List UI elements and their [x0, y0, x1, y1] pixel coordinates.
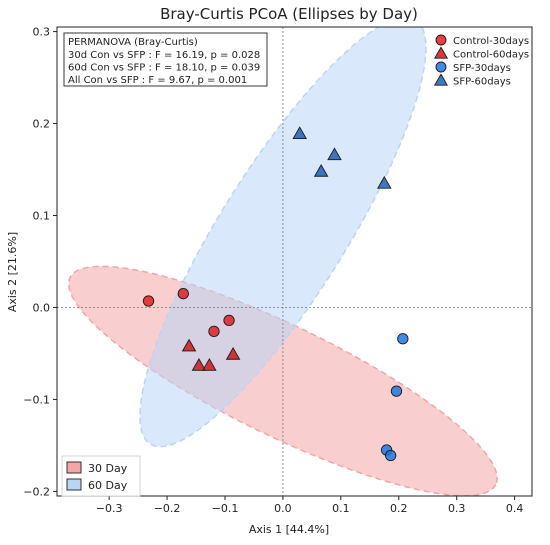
permanova-line: All Con vs SFP : F = 9.67, p = 0.001: [68, 75, 247, 86]
point-control-60days-1: [181, 338, 197, 352]
point-sfp-60days-4: [377, 175, 392, 189]
series-sfp-30days: [380, 333, 409, 462]
ellipse-legend-label: 60 Day: [88, 479, 128, 492]
permanova-box-frame: [63, 32, 268, 87]
ellipse-legend: 30 Day 60 Day: [61, 455, 141, 497]
x-tick-label: −0.1: [212, 502, 239, 515]
point-control-60days-2: [191, 358, 207, 371]
legend-label: SFP-60days: [453, 77, 511, 88]
y-tick-label: 0.0: [33, 301, 51, 314]
y-axis-label: Axis 2 [21.6%]: [6, 232, 19, 312]
legend-marker: [435, 34, 447, 46]
chart-title: Bray-Curtis PCoA (Ellipses by Day): [160, 5, 418, 23]
permanova-title: PERMANOVA (Bray-Curtis): [68, 37, 198, 48]
legend-label: Control-30days: [453, 36, 529, 47]
series-legend: Control-30days Control-60days SFP-30days SF…: [433, 34, 529, 88]
x-tick-label: 0.0: [274, 502, 292, 515]
point-control-30days-2: [177, 288, 189, 300]
legend-marker: [433, 73, 449, 86]
point-sfp-30days-1: [397, 333, 409, 345]
series-control-30days: [142, 288, 235, 338]
point-control-30days-3: [208, 325, 220, 338]
point-control-60days-3: [202, 358, 217, 371]
plot-frame: [56, 26, 533, 497]
ellipse-legend-swatch: [66, 478, 82, 491]
plot-area: −0.3 −0.2 −0.1 0.0 0.1 0.2 0.3 0.4 −0.2 −0.1 0.0 0.…: [23, 26, 533, 515]
point-sfp-60days-2: [313, 163, 329, 177]
point-control-30days-1: [142, 295, 155, 307]
x-tick-label: −0.2: [154, 502, 181, 515]
y-tick-label: 0.2: [33, 118, 51, 131]
y-tick-label: −0.1: [23, 393, 50, 406]
ellipse-legend-label: 30 Day: [88, 462, 128, 475]
x-axis-label: Axis 1 [44.4%]: [249, 523, 329, 536]
point-sfp-60days-3: [327, 147, 342, 161]
ellipse-legend-swatch: [66, 461, 82, 474]
series-control-60days: [181, 338, 241, 371]
y-tick-label: 0.1: [33, 210, 51, 223]
y-tick-label: 0.3: [33, 26, 51, 39]
plot-content: [57, 27, 532, 496]
point-control-30days-4: [223, 314, 235, 327]
x-tick-label: −0.3: [96, 502, 123, 515]
x-tick-label: 0.1: [332, 502, 350, 515]
point-sfp-30days-2: [390, 385, 403, 397]
point-control-60days-4: [225, 346, 241, 360]
permanova-box: PERMANOVA (Bray-Curtis) 30d Con vs SFP : …: [63, 32, 268, 87]
point-sfp-30days-4: [385, 449, 397, 462]
x-tick-label: 0.2: [390, 502, 408, 515]
x-tick-label: 0.3: [448, 502, 466, 515]
legend-label: SFP-30days: [453, 63, 511, 74]
legend-marker: [435, 61, 447, 73]
y-tick-label: −0.2: [23, 485, 50, 498]
permanova-line: 60d Con vs SFP : F = 18.10, p = 0.039: [68, 63, 260, 74]
point-sfp-60days-1: [292, 126, 307, 139]
series-sfp-60days: [292, 126, 392, 189]
permanova-line: 30d Con vs SFP : F = 16.19, p = 0.028: [68, 50, 260, 61]
legend-marker: [433, 46, 449, 59]
x-tick-label: 0.4: [506, 502, 524, 515]
legend-label: Control-60days: [453, 50, 529, 61]
